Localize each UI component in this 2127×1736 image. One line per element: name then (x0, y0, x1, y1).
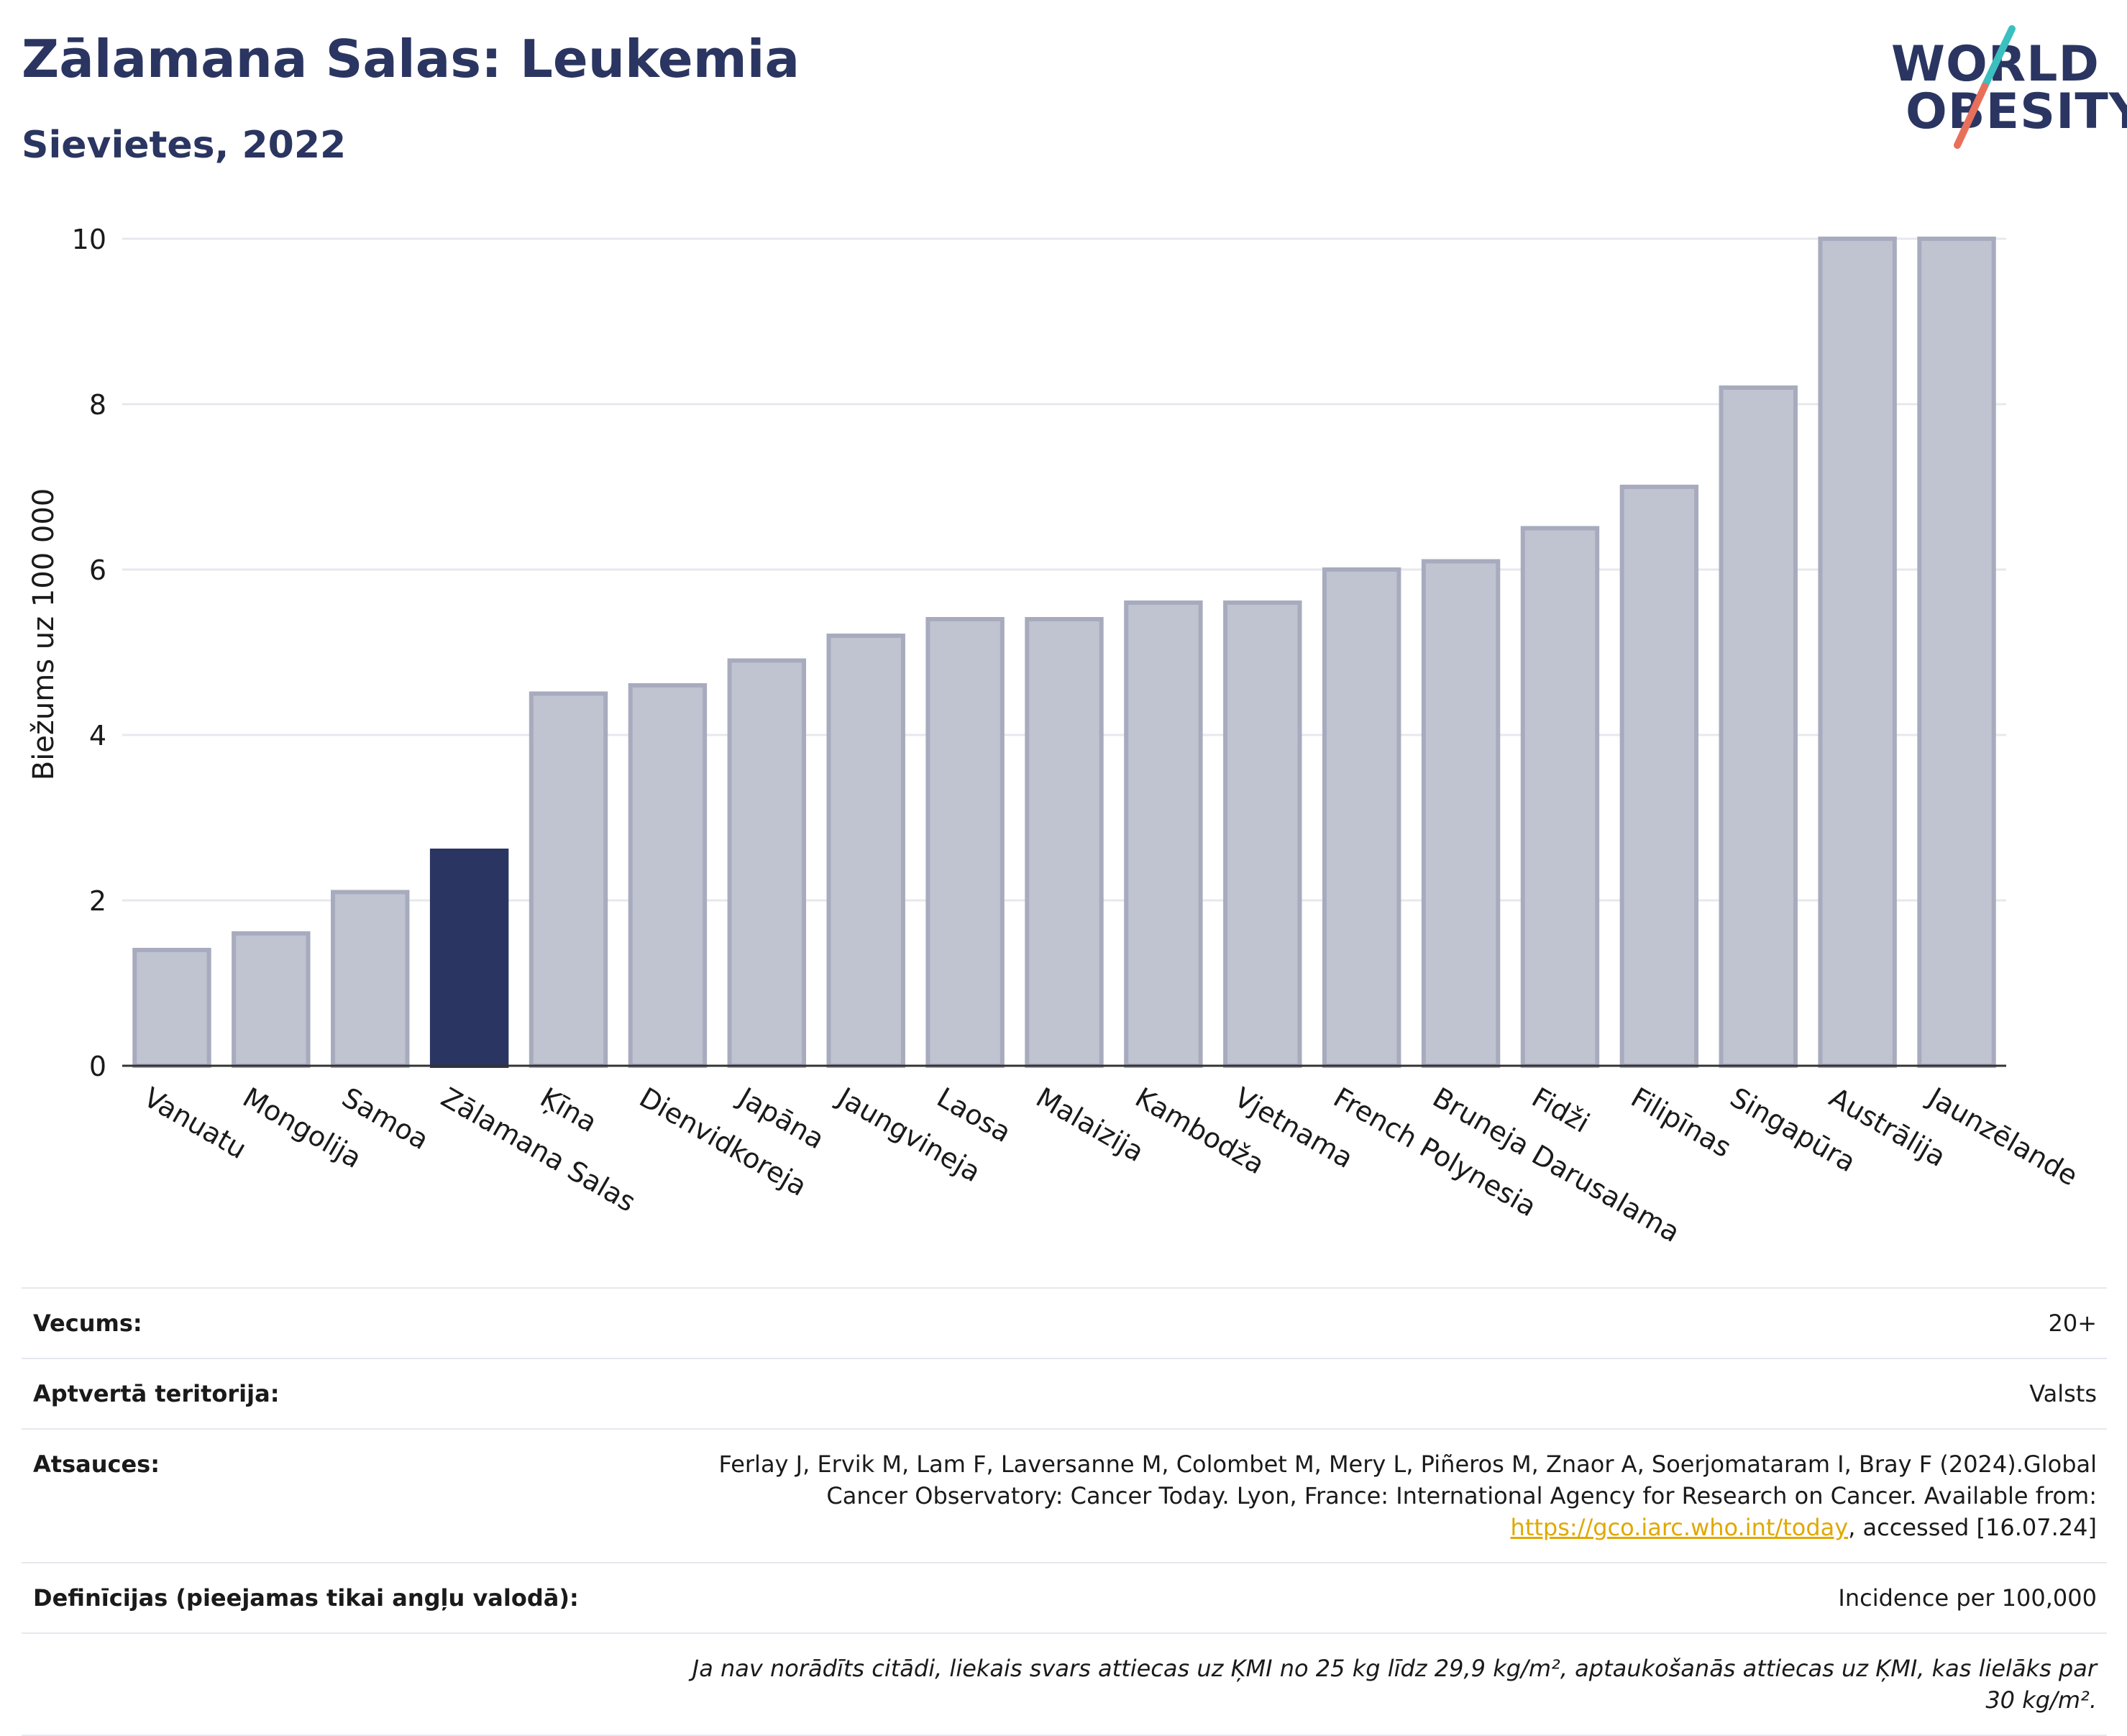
page-title: Zālamana Salas: Leukemia (22, 29, 800, 89)
bar (331, 890, 410, 1068)
age-value: 20+ (2048, 1310, 2097, 1337)
y-tick-label: 4 (89, 720, 106, 751)
definitions-label: Definīcijas (pieejamas tikai angļu valod… (33, 1584, 579, 1612)
bar (1322, 567, 1401, 1068)
bar (1619, 485, 1699, 1068)
bar (1124, 600, 1203, 1068)
y-tick-label: 8 (89, 389, 106, 421)
bar (132, 948, 211, 1068)
bar (925, 617, 1005, 1068)
y-tick-label: 0 (89, 1051, 106, 1082)
bar (727, 658, 807, 1068)
bar (1917, 237, 1996, 1068)
bar (529, 691, 608, 1068)
x-tick-label: Malaizija (1031, 1082, 1150, 1169)
bars (132, 237, 1996, 1068)
bar (628, 683, 708, 1068)
references-tail: , accessed [16.07.24] (1848, 1514, 2097, 1541)
bar-highlighted (429, 849, 509, 1068)
coverage-value: Valsts (2029, 1380, 2097, 1407)
world-obesity-logo: WORLD OBESITY (1877, 22, 2127, 151)
logo-text-line2: OBESITY (1906, 83, 2127, 140)
x-tick-label: Jaunzēlande (1922, 1081, 2083, 1192)
info-row-age: Vecums: 20+ (22, 1287, 2107, 1358)
definition-note: Ja nav norādīts citādi, liekais svars at… (692, 1655, 2097, 1714)
bar (1223, 600, 1302, 1068)
y-axis-label: Biežums uz 100 000 (27, 488, 60, 781)
x-tick-label: Dienvidkoreja (634, 1082, 812, 1202)
references-label: Atsauces: (33, 1451, 160, 1478)
info-row-references: Atsauces: Ferlay J, Ervik M, Lam F, Lave… (22, 1428, 2107, 1562)
info-row-coverage: Aptvertā teritorija: Valsts (22, 1358, 2107, 1428)
y-tick-label: 10 (72, 224, 106, 255)
info-table: Vecums: 20+ Aptvertā teritorija: Valsts … (22, 1287, 2107, 1736)
bar (1520, 526, 1600, 1068)
y-tick-label: 6 (89, 554, 106, 586)
page-subtitle: Sievietes, 2022 (22, 124, 347, 167)
info-row-note: Ja nav norādīts citādi, liekais svars at… (22, 1632, 2107, 1736)
age-label: Vecums: (33, 1310, 142, 1337)
y-tick-label: 2 (89, 885, 106, 917)
bar (1421, 559, 1501, 1068)
x-tick-label: Vanuatu (138, 1082, 252, 1165)
x-tick-label: Fidži (1527, 1082, 1595, 1139)
x-tick-label: Filipīnas (1626, 1082, 1737, 1164)
references-value: Ferlay J, Ervik M, Lam F, Laversanne M, … (659, 1448, 2097, 1543)
coverage-label: Aptvertā teritorija: (33, 1380, 280, 1407)
bar (1719, 385, 1798, 1068)
bar (826, 634, 905, 1068)
x-tick-label: Ķīna (535, 1082, 603, 1139)
info-row-definitions: Definīcijas (pieejamas tikai angļu valod… (22, 1562, 2107, 1632)
references-text: Ferlay J, Ervik M, Lam F, Laversanne M, … (718, 1451, 2097, 1509)
definitions-value: Incidence per 100,000 (1838, 1584, 2097, 1612)
bar (1818, 237, 1897, 1068)
references-link[interactable]: https://gco.iarc.who.int/today (1510, 1514, 1849, 1541)
bar (232, 931, 311, 1068)
logo-slash-icon (1954, 25, 2016, 149)
bar (1025, 617, 1104, 1068)
